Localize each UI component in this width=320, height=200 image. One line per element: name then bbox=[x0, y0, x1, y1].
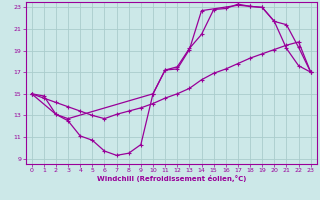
X-axis label: Windchill (Refroidissement éolien,°C): Windchill (Refroidissement éolien,°C) bbox=[97, 175, 246, 182]
